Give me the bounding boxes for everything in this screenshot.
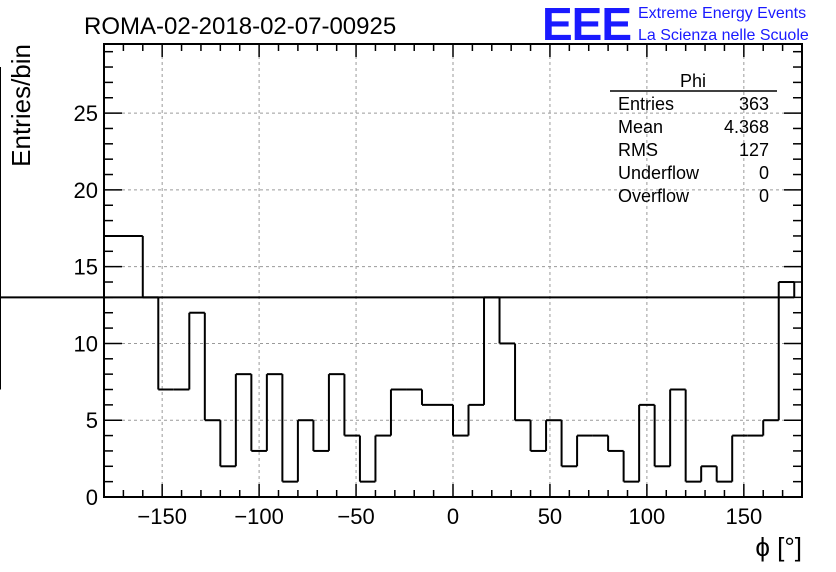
stats-label-mean: Mean <box>618 117 663 137</box>
axis-ticks <box>103 44 803 498</box>
x-tick-label: −50 <box>337 504 374 529</box>
y-tick-label: 5 <box>86 408 98 433</box>
stats-value-underflow: 0 <box>759 163 769 183</box>
y-tick-label: 0 <box>86 485 98 510</box>
x-tick-label: −150 <box>137 504 187 529</box>
x-tick-label: −100 <box>234 504 284 529</box>
stats-box-title: Phi <box>680 71 706 91</box>
stats-label-underflow: Underflow <box>618 163 700 183</box>
y-tick-label: 10 <box>74 331 98 356</box>
eee-logo-mark: EEE <box>542 0 631 50</box>
stats-value-rms: 127 <box>739 140 769 160</box>
y-tick-label: 25 <box>74 101 98 126</box>
eee-logo-line1: Extreme Energy Events <box>638 5 806 22</box>
tick-labels: −150 −100 −50 0 50 100 150 0 5 10 15 20 25 <box>74 101 763 529</box>
x-axis-label: ϕ [°] <box>755 532 802 562</box>
x-tick-label: 100 <box>629 504 666 529</box>
stats-value-mean: 4.368 <box>724 117 769 137</box>
stats-label-entries: Entries <box>618 94 674 114</box>
plot-frame <box>103 43 803 498</box>
chart-title: ROMA-02-2018-02-07-00925 <box>84 13 396 40</box>
histogram-series <box>0 67 796 483</box>
x-tick-label: 50 <box>538 504 562 529</box>
stats-label-overflow: Overflow <box>618 186 690 206</box>
y-axis-label: Entries/bin <box>6 44 36 167</box>
stats-box: Phi Entries 363 Mean 4.368 RMS 127 Under… <box>610 71 777 206</box>
stats-value-entries: 363 <box>739 94 769 114</box>
y-tick-label: 20 <box>74 178 98 203</box>
x-tick-label: 150 <box>725 504 762 529</box>
y-tick-label: 15 <box>74 255 98 280</box>
stats-label-rms: RMS <box>618 140 658 160</box>
eee-logo-line2: La Scienza nelle Scuole <box>638 27 809 44</box>
eee-logo: EEE Extreme Energy Events La Scienza nel… <box>542 0 809 50</box>
stats-value-overflow: 0 <box>759 186 769 206</box>
x-tick-label: 0 <box>447 504 459 529</box>
